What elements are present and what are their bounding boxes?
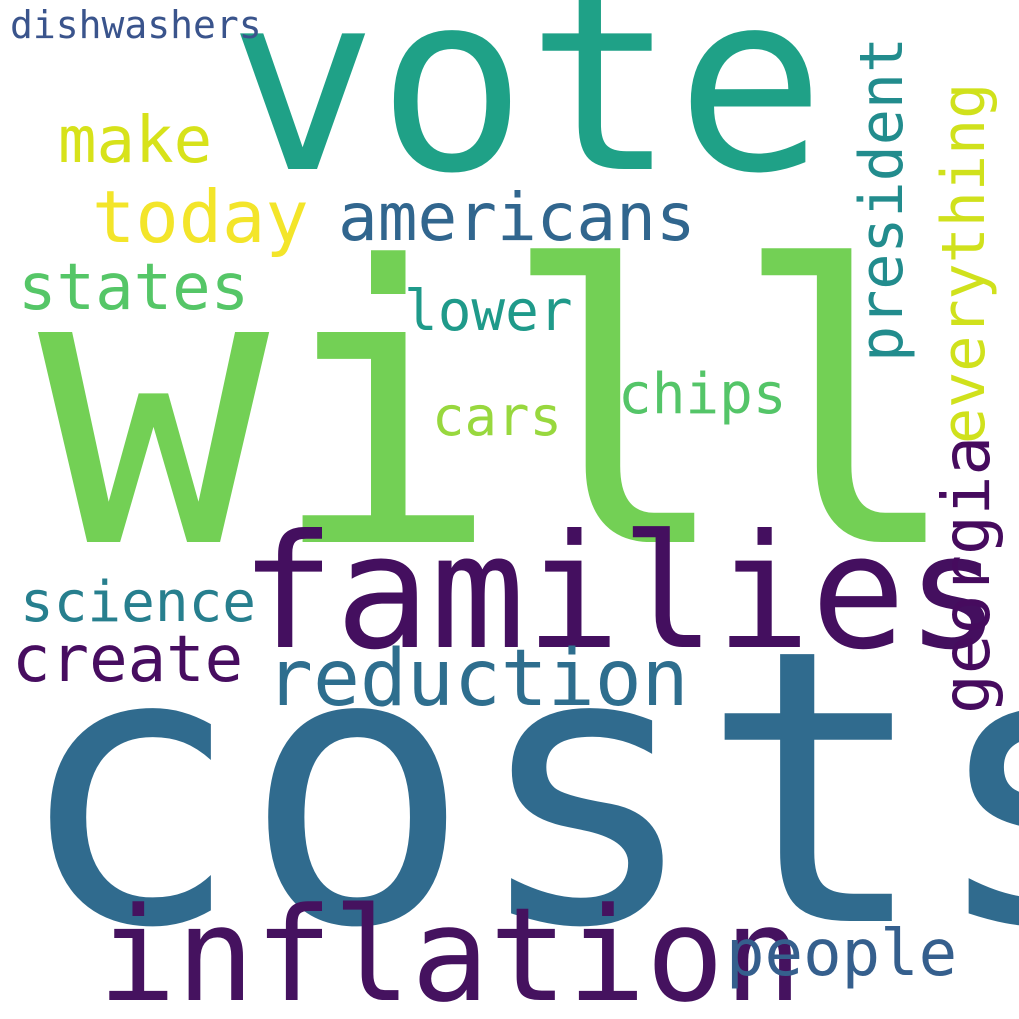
- word-inflation: inflation: [98, 879, 803, 1019]
- word-people: people: [726, 917, 958, 991]
- word-costs: costs: [14, 568, 1019, 1011]
- word-make: make: [58, 104, 213, 178]
- word-chips: chips: [618, 362, 787, 427]
- word-states: states: [18, 251, 250, 325]
- word-lower: lower: [404, 279, 573, 344]
- word-cars: cars: [432, 385, 563, 448]
- word-georgia: georgia: [928, 435, 1005, 714]
- word-will: will: [38, 186, 963, 633]
- word-reduction: reduction: [266, 634, 689, 724]
- word-president: president: [847, 36, 917, 362]
- word-science: science: [20, 570, 257, 635]
- word-vote: vote: [228, 0, 826, 228]
- word-families: families: [240, 501, 1001, 685]
- word-everything: everything: [929, 82, 999, 444]
- word-dishwashers: dishwashers: [10, 3, 262, 47]
- word-today: today: [92, 175, 309, 259]
- word-americans: americans: [338, 179, 696, 256]
- word-create: create: [12, 623, 244, 697]
